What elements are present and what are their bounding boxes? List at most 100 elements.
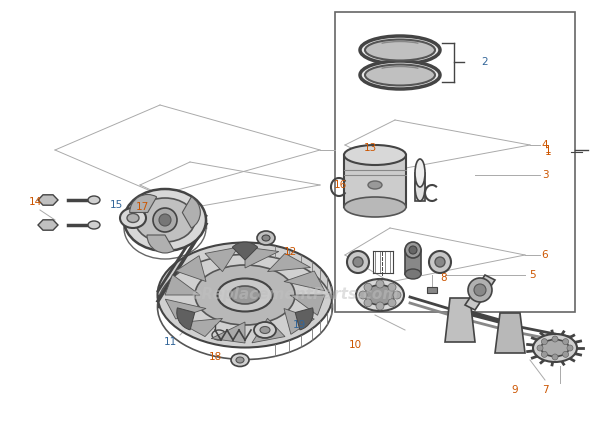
Ellipse shape [127,213,139,223]
Polygon shape [165,299,206,319]
Text: 17: 17 [135,202,149,212]
Wedge shape [147,235,174,253]
Polygon shape [38,220,58,230]
Ellipse shape [405,242,421,258]
Text: 15: 15 [109,200,123,210]
Text: 6: 6 [542,250,548,260]
Polygon shape [205,247,238,272]
Ellipse shape [365,285,395,305]
Bar [335,12,575,312]
Circle shape [542,339,548,345]
Ellipse shape [365,39,435,60]
Ellipse shape [212,330,226,340]
Polygon shape [445,298,475,342]
Ellipse shape [360,36,440,64]
Text: 5: 5 [529,270,535,280]
Text: 19: 19 [293,320,306,330]
Ellipse shape [260,326,270,333]
Ellipse shape [124,189,206,251]
Polygon shape [211,322,245,343]
Text: 3: 3 [542,170,548,180]
Polygon shape [252,318,285,343]
Polygon shape [267,254,310,272]
Text: 9: 9 [512,385,518,395]
Ellipse shape [415,173,425,201]
Ellipse shape [405,269,421,279]
Ellipse shape [257,231,275,245]
Bar [415,173,425,201]
Bar [427,287,437,293]
Text: 1: 1 [545,145,551,155]
Ellipse shape [120,208,146,228]
Ellipse shape [230,286,260,304]
Circle shape [364,283,372,291]
Ellipse shape [435,257,445,267]
Polygon shape [176,256,206,282]
Ellipse shape [135,198,195,242]
Circle shape [537,345,543,351]
Polygon shape [179,318,222,336]
Text: 4: 4 [542,140,548,150]
Circle shape [393,291,401,299]
Bar [405,250,421,274]
Circle shape [563,351,569,357]
Text: 14: 14 [28,197,42,207]
Text: 16: 16 [333,180,347,190]
Ellipse shape [344,197,406,217]
Wedge shape [295,308,313,330]
Ellipse shape [365,64,435,85]
Circle shape [552,336,558,342]
Ellipse shape [218,279,273,311]
Polygon shape [465,275,495,310]
Circle shape [364,299,372,307]
Ellipse shape [347,251,369,273]
Circle shape [159,214,171,226]
Ellipse shape [236,357,244,363]
Circle shape [542,351,548,357]
Ellipse shape [356,279,404,311]
Ellipse shape [541,339,569,357]
Wedge shape [177,308,195,330]
Polygon shape [284,308,314,334]
Bar [344,155,406,207]
Circle shape [552,354,558,360]
Polygon shape [290,295,325,315]
Circle shape [474,284,486,296]
Ellipse shape [158,243,333,347]
Wedge shape [130,194,157,212]
Ellipse shape [262,235,270,241]
Text: 1: 1 [545,147,551,157]
Circle shape [376,302,384,310]
Text: eReplacementParts.com: eReplacementParts.com [191,287,399,303]
Ellipse shape [231,353,249,367]
Ellipse shape [415,159,425,187]
Polygon shape [284,271,324,291]
Ellipse shape [254,322,276,338]
Ellipse shape [368,181,382,189]
Text: 7: 7 [542,385,548,395]
Ellipse shape [195,265,295,325]
Ellipse shape [353,257,363,267]
Circle shape [359,291,367,299]
Ellipse shape [360,61,440,89]
Text: 10: 10 [349,340,362,350]
Ellipse shape [533,334,577,362]
Polygon shape [165,275,200,295]
Text: 11: 11 [163,337,176,347]
Ellipse shape [344,145,406,165]
Circle shape [567,345,573,351]
Text: 13: 13 [363,143,376,153]
Ellipse shape [88,196,100,204]
Circle shape [388,283,396,291]
Polygon shape [38,195,58,205]
Circle shape [153,208,177,232]
Polygon shape [495,313,525,353]
Circle shape [468,278,492,302]
Text: 18: 18 [208,352,222,362]
Text: 2: 2 [481,57,489,67]
Ellipse shape [88,221,100,229]
Circle shape [376,280,384,288]
Ellipse shape [429,251,451,273]
Wedge shape [232,242,258,260]
Text: 8: 8 [441,273,447,283]
